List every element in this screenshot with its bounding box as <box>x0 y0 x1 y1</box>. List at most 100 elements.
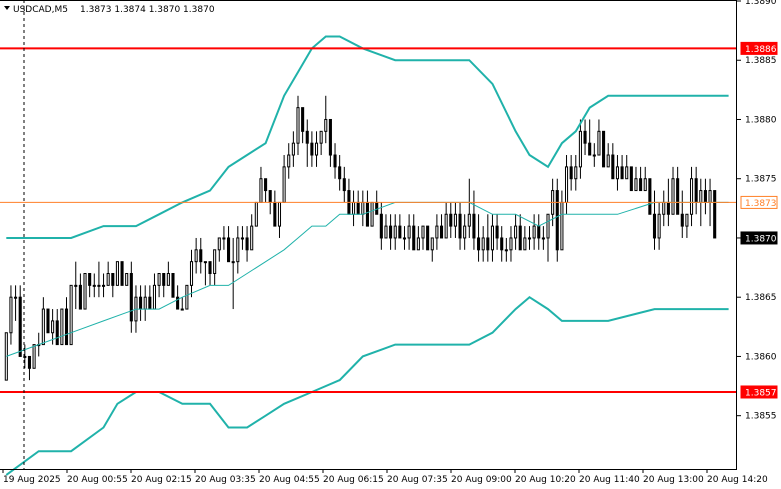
bull-candle-body <box>185 284 189 310</box>
candle <box>250 214 254 251</box>
bull-candle-body <box>685 213 689 227</box>
bull-candle-body <box>384 225 388 239</box>
bull-candle-body <box>689 178 694 215</box>
bull-candle-body <box>634 178 638 192</box>
y-tick-label: 1.3885 <box>745 56 777 66</box>
bull-candle-body <box>152 284 157 310</box>
candle <box>514 214 518 250</box>
bull-candle-body <box>222 237 226 240</box>
candle <box>213 249 217 286</box>
bull-candle-body <box>14 296 18 299</box>
bear-candle-body <box>18 296 22 357</box>
candle <box>611 143 615 180</box>
candle <box>245 226 249 262</box>
candle <box>176 285 180 310</box>
bear-candle-body <box>666 201 670 215</box>
candle <box>74 261 78 310</box>
y-tick-label: 1.3855 <box>745 412 777 422</box>
candle <box>370 201 374 227</box>
candles-layer <box>4 95 717 381</box>
candle <box>18 285 22 357</box>
bull-candle-body <box>467 213 471 227</box>
price-levels-layer <box>0 47 737 393</box>
candle <box>166 261 170 286</box>
x-tick-label: 20 Aug 06:15 <box>323 475 384 485</box>
candle <box>264 178 268 203</box>
bull-candle-body <box>352 201 356 215</box>
x-tick-label: 20 Aug 02:15 <box>131 475 192 485</box>
bear-candle-body <box>500 237 504 251</box>
bull-candle-body <box>60 308 64 346</box>
bull-candle-body <box>203 261 207 264</box>
x-tick-label: 20 Aug 07:35 <box>387 475 448 485</box>
bull-candle-body <box>504 249 508 252</box>
bull-candle-body <box>574 166 578 180</box>
bear-candle-body <box>129 273 133 322</box>
bull-candle-body <box>296 107 300 144</box>
candle <box>314 131 319 167</box>
bull-candle-body <box>217 237 221 251</box>
bull-candle-body <box>32 344 36 369</box>
candle <box>518 214 522 251</box>
bull-candle-body <box>444 213 448 239</box>
dropdown-triangle-icon[interactable] <box>4 6 10 10</box>
candle <box>426 225 430 251</box>
bull-candle-body <box>643 178 647 192</box>
bull-candle-body <box>74 284 78 287</box>
bear-candle-body <box>426 225 430 251</box>
candle <box>713 190 717 239</box>
bear-candle-body <box>120 261 124 286</box>
resistance-price-tag: 1.3886 <box>740 41 778 55</box>
bull-candle-body <box>194 249 198 263</box>
bear-candle-body <box>412 225 416 251</box>
bear-candle-body <box>356 201 360 215</box>
candle <box>435 214 439 250</box>
candle <box>185 284 189 310</box>
bull-candle-body <box>254 201 258 227</box>
candle <box>685 213 689 238</box>
candle <box>578 119 582 179</box>
candle <box>120 261 124 286</box>
bull-candle-body <box>97 284 101 287</box>
bear-candle-body <box>148 296 152 310</box>
candle <box>115 261 119 286</box>
y-tick-label: 1.3890 <box>745 0 777 7</box>
bear-candle-body <box>301 107 305 132</box>
candle <box>393 214 397 250</box>
bear-candle-body <box>680 213 684 227</box>
candle <box>296 95 300 156</box>
bear-candle-body <box>338 166 342 180</box>
bull-candle-body <box>699 190 703 203</box>
y-tick-label: 1.3880 <box>745 115 777 125</box>
candle <box>55 309 59 346</box>
bull-candle-body <box>453 213 457 227</box>
x-tick-label: 20 Aug 03:35 <box>195 475 256 485</box>
bear-candle-body <box>305 130 309 144</box>
svg-text:1.3873: 1.3873 <box>745 199 777 209</box>
candle <box>648 178 652 215</box>
candle <box>532 214 536 250</box>
candle <box>231 237 235 310</box>
candle <box>495 214 499 250</box>
candle <box>449 202 453 238</box>
bear-candle-body <box>569 166 573 180</box>
chart-header: USDCAD,M5 1.3873 1.3874 1.3870 1.3870 <box>4 5 215 15</box>
candle <box>46 308 50 334</box>
bull-candle-body <box>9 296 13 334</box>
bear-candle-body <box>245 237 249 251</box>
candle <box>305 119 309 167</box>
candle <box>333 143 337 179</box>
bear-candle-body <box>472 213 476 239</box>
bear-candle-body <box>537 225 541 239</box>
bull-candle-body <box>560 201 564 251</box>
candle <box>291 131 295 167</box>
bear-candle-body <box>64 308 69 346</box>
candle <box>236 226 240 274</box>
candle <box>32 344 36 369</box>
bull-candle-body <box>514 225 518 239</box>
candle <box>69 284 73 346</box>
candle <box>60 308 64 346</box>
bull-candle-body <box>402 237 407 240</box>
bull-candle-body <box>578 130 582 168</box>
